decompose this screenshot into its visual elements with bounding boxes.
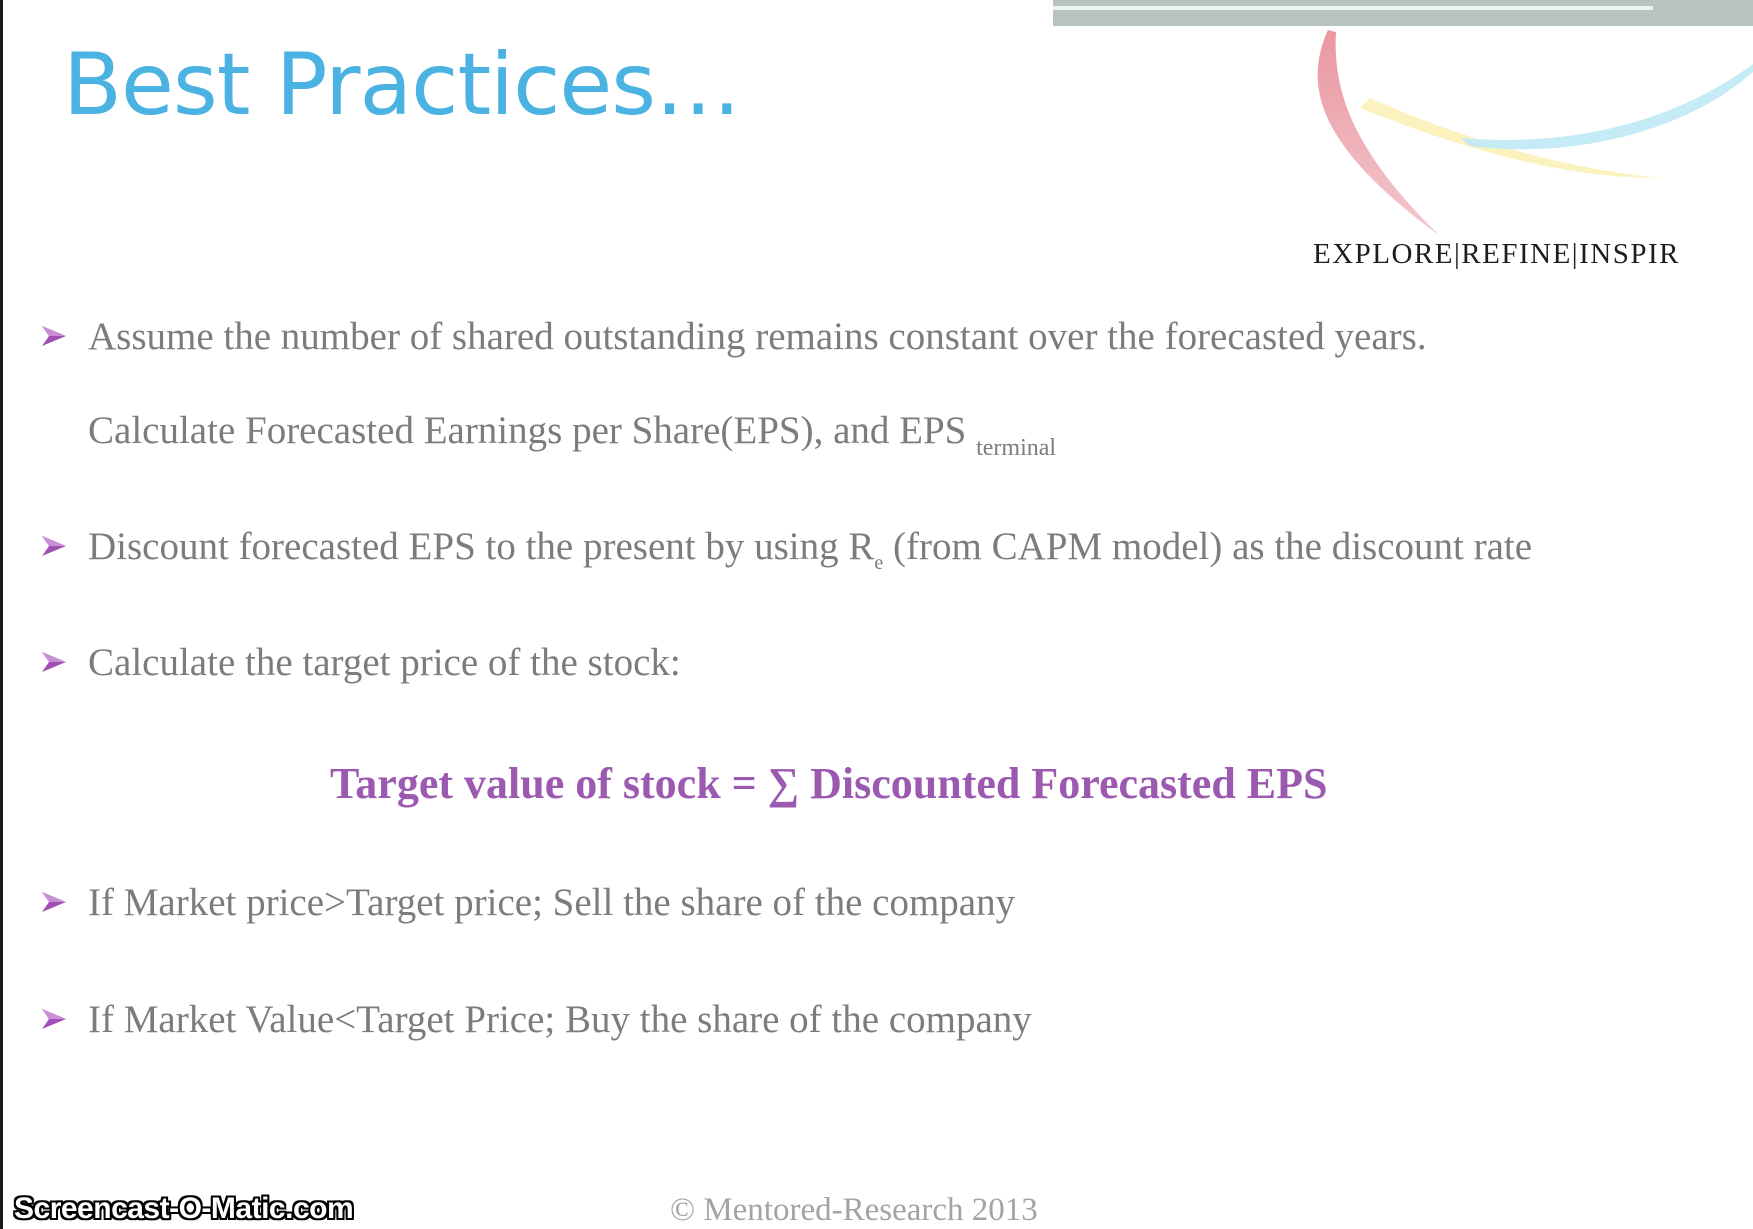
discount-text-end: (from CAPM model) as the discount rate [883,525,1533,568]
logo-tagline: EXPLORE|REFINE|INSPIR [1313,238,1680,270]
bullet-buy-rule: If Market Value<Target Price; Buy the sh… [88,998,1032,1041]
arrow-bullet-icon [42,652,66,672]
discount-text-start: Discount forecasted EPS to the present b… [88,525,875,568]
arrow-bullet-icon [42,326,66,346]
target-value-formula: Target value of stock = ∑ Discounted For… [330,759,1328,808]
bullet-assume: Assume the number of shared outstanding … [88,315,1427,358]
swoosh-logo [1317,30,1753,236]
calculate-eps-text: Calculate Forecasted Earnings per Share(… [88,409,977,452]
arrow-bullet-icon [42,536,66,556]
bullet-target-price: Calculate the target price of the stock: [88,641,681,684]
top-decorative-bar-highlight [1053,6,1653,10]
bullet-discount: Discount forecasted EPS to the present b… [88,524,1533,574]
top-decorative-bar [1053,0,1753,26]
eps-terminal-subscript: terminal [976,435,1057,461]
copyright-footer: © Mentored-Research 2013 [670,1192,1038,1228]
left-frame-edge [0,0,3,1229]
slide-title: Best Practices… [63,35,741,135]
arrow-bullet-icon [42,1009,66,1029]
re-subscript: e [874,552,884,574]
screencast-watermark: Screencast-O-Matic.com [14,1192,354,1225]
arrow-bullet-icon [42,892,66,912]
bullet-sell-rule: If Market price>Target price; Sell the s… [88,881,1016,924]
bullet-calculate-eps: Calculate Forecasted Earnings per Share(… [88,408,1056,461]
